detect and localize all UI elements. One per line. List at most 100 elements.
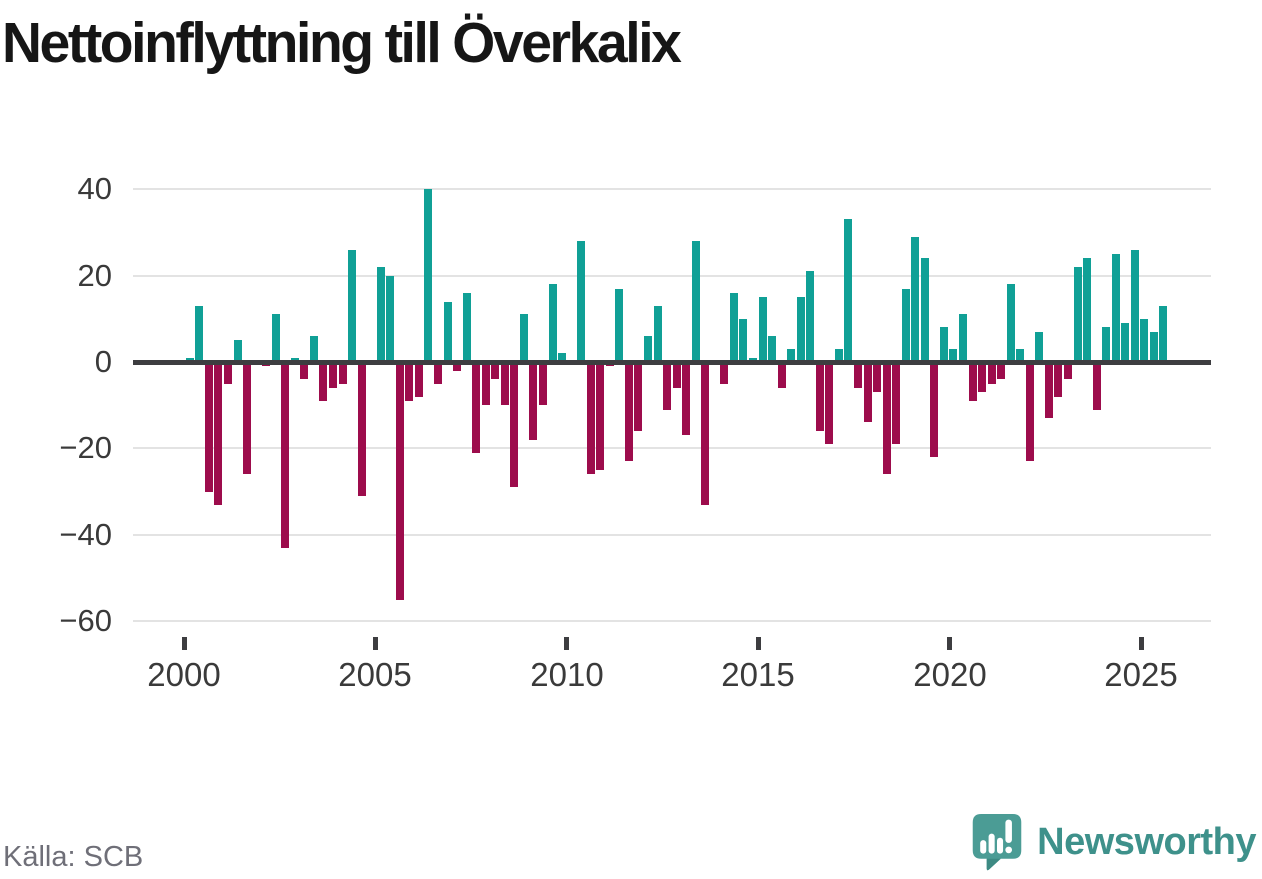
bar-negative: [415, 362, 423, 397]
bar-negative: [205, 362, 213, 492]
bar-positive: [654, 306, 662, 362]
bar-negative: [1054, 362, 1062, 397]
gridline: [133, 620, 1211, 622]
source-caption: Källa: SCB: [3, 841, 144, 873]
bar-negative: [682, 362, 690, 435]
bar-positive: [1121, 323, 1129, 362]
bar-negative: [243, 362, 251, 474]
bar-positive: [1112, 254, 1120, 362]
bar-positive: [577, 241, 585, 362]
bar-negative: [701, 362, 709, 505]
bar-positive: [911, 237, 919, 362]
newsworthy-wordmark: Newsworthy: [1037, 820, 1256, 863]
bar-negative: [434, 362, 442, 384]
bar-positive: [615, 289, 623, 362]
bar-negative: [978, 362, 986, 392]
bar-negative: [1045, 362, 1053, 418]
bar-positive: [844, 219, 852, 362]
bar-negative: [319, 362, 327, 401]
bar-positive: [759, 297, 767, 362]
bar-negative: [864, 362, 872, 422]
bar-positive: [940, 327, 948, 362]
x-axis-tick: [947, 637, 952, 650]
bar-negative: [634, 362, 642, 431]
bar-positive: [272, 314, 280, 362]
bar-negative: [453, 362, 461, 371]
bar-negative: [663, 362, 671, 410]
bar-positive: [377, 267, 385, 362]
bar-negative: [482, 362, 490, 405]
bar-positive: [1131, 250, 1139, 362]
bar-positive: [787, 349, 795, 362]
bar-positive: [424, 189, 432, 362]
y-axis-tick-label: −20: [59, 430, 112, 465]
bar-positive: [902, 289, 910, 362]
bar-negative: [587, 362, 595, 474]
bar-positive: [692, 241, 700, 362]
bar-negative: [720, 362, 728, 384]
bar-negative: [300, 362, 308, 379]
x-axis-tick-label: 2010: [530, 656, 604, 693]
bar-positive: [463, 293, 471, 362]
bar-negative: [358, 362, 366, 496]
newsworthy-branding: Newsworthy: [969, 810, 1256, 874]
y-axis-tick-label: 20: [77, 258, 112, 293]
gridline: [133, 188, 1211, 190]
bar-negative: [854, 362, 862, 388]
bar-negative: [1064, 362, 1072, 379]
bar-positive: [195, 306, 203, 362]
bar-negative: [339, 362, 347, 384]
bar-negative: [892, 362, 900, 444]
bar-positive: [1074, 267, 1082, 362]
bar-positive: [1140, 319, 1148, 362]
bar-negative: [510, 362, 518, 487]
bar-positive: [1016, 349, 1024, 362]
bar-negative: [491, 362, 499, 379]
bar-positive: [1102, 327, 1110, 362]
bar-positive: [949, 349, 957, 362]
gridline: [133, 534, 1211, 536]
y-axis-tick-label: −40: [59, 517, 112, 552]
bar-positive: [806, 271, 814, 362]
bar-negative: [596, 362, 604, 470]
bar-negative: [988, 362, 996, 384]
bar-negative: [214, 362, 222, 505]
bar-negative: [969, 362, 977, 401]
bar-negative: [281, 362, 289, 548]
bar-negative: [472, 362, 480, 453]
x-axis-tick-label: 2005: [338, 656, 412, 693]
bar-negative: [396, 362, 404, 600]
x-axis-tick: [182, 637, 187, 650]
x-axis-tick-label: 2020: [913, 656, 987, 693]
zero-axis-line: [133, 360, 1211, 365]
bar-positive: [768, 336, 776, 362]
bar-positive: [310, 336, 318, 362]
bar-positive: [739, 319, 747, 362]
bar-negative: [501, 362, 509, 405]
gridline: [133, 447, 1211, 449]
gridline: [133, 275, 1211, 277]
bar-positive: [730, 293, 738, 362]
bar-positive: [549, 284, 557, 362]
bar-positive: [1083, 258, 1091, 362]
bar-negative: [873, 362, 881, 392]
bar-positive: [386, 276, 394, 362]
bar-positive: [558, 353, 566, 362]
bar-negative: [224, 362, 232, 384]
bar-positive: [921, 258, 929, 362]
bar-negative: [625, 362, 633, 461]
bar-negative: [778, 362, 786, 388]
bar-positive: [520, 314, 528, 362]
y-axis-tick-label: 0: [94, 344, 112, 379]
bar-positive: [797, 297, 805, 362]
bar-negative: [883, 362, 891, 474]
bar-negative: [673, 362, 681, 388]
bar-negative: [405, 362, 413, 401]
x-axis-tick-label: 2015: [721, 656, 795, 693]
x-axis-tick: [756, 637, 761, 650]
bar-negative: [529, 362, 537, 440]
bar-positive: [644, 336, 652, 362]
bar-negative: [1093, 362, 1101, 410]
